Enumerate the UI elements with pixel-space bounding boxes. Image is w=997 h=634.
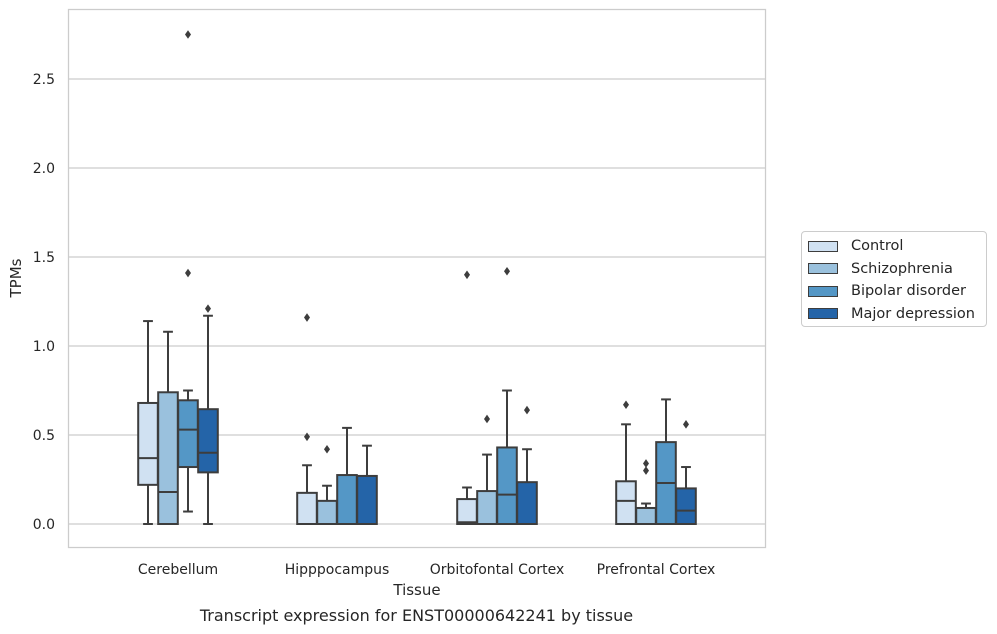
box-major-depression xyxy=(516,405,538,526)
legend-label: Major depression xyxy=(851,305,975,322)
outlier-point xyxy=(204,304,212,313)
legend-item: Major depression xyxy=(808,304,975,324)
box-iqr xyxy=(675,487,697,525)
x-tick-label: Prefrontal Cortex xyxy=(597,562,716,578)
legend-swatch xyxy=(808,263,838,274)
legend-label: Bipolar disorder xyxy=(851,283,966,299)
x-tick-label: Hipppocampus xyxy=(285,562,390,578)
box-schizophrenia xyxy=(635,459,657,526)
box-iqr xyxy=(615,480,637,525)
y-tick-label: 0.5 xyxy=(33,428,55,444)
outlier-point xyxy=(622,400,630,410)
outlier-point xyxy=(184,30,192,39)
outlier-point xyxy=(682,420,690,429)
legend-swatch xyxy=(808,308,838,319)
outlier-point xyxy=(642,459,650,468)
outlier-point xyxy=(523,405,531,415)
y-tick-label: 1.0 xyxy=(33,339,55,355)
box-iqr xyxy=(456,498,478,525)
box-control xyxy=(137,320,159,525)
box-control xyxy=(456,270,478,525)
box-iqr xyxy=(316,499,338,525)
y-tick-labels: 0.0 0.5 1.0 1.5 2.0 2.5 xyxy=(33,72,55,533)
box-iqr xyxy=(356,474,378,526)
legend-swatch xyxy=(808,285,838,297)
box-schizophrenia xyxy=(476,414,498,526)
outlier-point xyxy=(303,432,311,442)
box-bipolar-disorder xyxy=(177,30,199,513)
box-iqr xyxy=(476,490,498,526)
x-tick-label: Cerebellum xyxy=(138,562,218,578)
box-iqr xyxy=(177,399,199,469)
box-control xyxy=(615,400,637,525)
box-iqr xyxy=(516,481,538,526)
x-tick-labels: Cerebellum Hipppocampus Orbitofontal Corte… xyxy=(138,562,715,578)
box-major-depression xyxy=(356,444,378,526)
legend-item: Bipolar disorder xyxy=(808,281,966,301)
box-iqr xyxy=(496,446,518,525)
outlier-point xyxy=(483,414,491,424)
legend-swatch xyxy=(808,240,838,252)
box-bipolar-disorder xyxy=(655,398,677,525)
legend-label: Schizophrenia xyxy=(851,260,953,277)
box-iqr xyxy=(336,474,358,525)
outlier-point xyxy=(323,444,331,454)
box-major-depression xyxy=(675,420,697,525)
y-tick-label: 0.0 xyxy=(33,517,55,533)
box-schizophrenia xyxy=(316,444,338,525)
box-bipolar-disorder xyxy=(496,266,518,525)
box-bipolar-disorder xyxy=(336,426,358,525)
y-axis-label: TPMs xyxy=(7,258,25,298)
x-axis-label: Tissue xyxy=(392,581,440,599)
chart-caption: Transcript expression for ENST0000064224… xyxy=(199,606,634,625)
legend-label: Control xyxy=(851,238,904,254)
outlier-point xyxy=(184,268,192,278)
legend-item: Control xyxy=(808,236,903,256)
box-iqr xyxy=(296,491,318,526)
box-control xyxy=(296,313,318,526)
box-iqr xyxy=(157,391,179,525)
outlier-point xyxy=(303,313,311,322)
box-groups xyxy=(137,30,697,526)
box-schizophrenia xyxy=(157,330,179,525)
x-tick-label: Orbitofontal Cortex xyxy=(430,562,565,578)
plot-frame xyxy=(67,8,767,549)
box-major-depression xyxy=(197,304,219,525)
outlier-point xyxy=(642,466,650,475)
outlier-point xyxy=(463,270,471,280)
legend-item: Schizophrenia xyxy=(808,259,953,279)
box-iqr xyxy=(137,401,159,486)
box-iqr xyxy=(197,408,219,474)
y-tick-label: 2.5 xyxy=(33,72,55,88)
y-tick-label: 1.5 xyxy=(33,250,55,266)
box-iqr xyxy=(635,506,657,526)
legend: Control Schizophrenia Bipolar disorder Majo… xyxy=(801,231,987,327)
y-tick-label: 2.0 xyxy=(33,161,55,177)
outlier-point xyxy=(503,266,511,276)
